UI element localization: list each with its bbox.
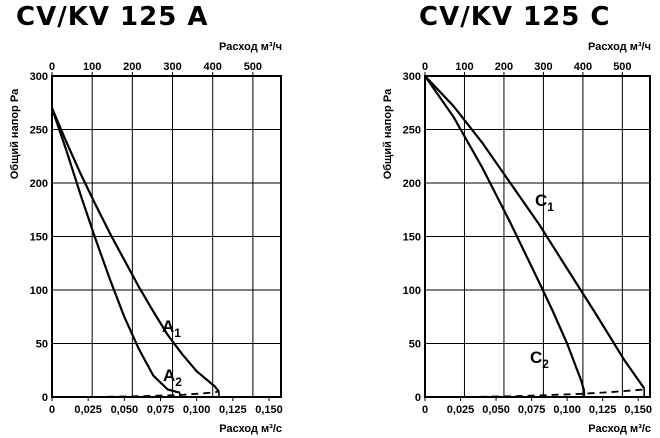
x2-tick-label: 300	[534, 61, 552, 73]
series-label-letter: C	[535, 191, 547, 210]
series-label-subscript: 1	[174, 326, 181, 340]
series-label-subscript: 2	[542, 357, 549, 371]
series-line-c2	[424, 75, 586, 392]
y-tick-label: 0	[415, 392, 421, 404]
x-tick-label: 0,150	[624, 404, 652, 416]
x-tick-label: 0,025	[447, 404, 475, 416]
y-tick-label: 50	[36, 339, 48, 351]
x-tick-label: 0,125	[589, 404, 617, 416]
x-axis-label: Расход м³/с	[219, 423, 282, 435]
x2-tick-label: 400	[574, 61, 592, 73]
y-tick-label: 250	[30, 125, 48, 137]
series-line-a-min	[95, 390, 220, 398]
y-tick-label: 50	[409, 339, 421, 351]
series-label-subscript: 2	[175, 375, 182, 389]
y-tick-label: 300	[403, 71, 421, 83]
series-label: C1	[535, 191, 554, 214]
x-tick-label: 0	[49, 404, 55, 416]
x2-tick-label: 200	[495, 61, 513, 73]
x-tick-label: 0,075	[147, 404, 175, 416]
x2-tick-label: 0	[49, 61, 55, 73]
series-line-c-min	[467, 388, 645, 398]
x-tick-label: 0	[422, 404, 428, 416]
y-tick-label: 200	[30, 178, 48, 190]
series-line-c1	[424, 75, 646, 390]
series-label: C2	[530, 348, 549, 371]
x2-axis-label: Расход м³/ч	[588, 41, 651, 53]
x2-tick-label: 100	[83, 61, 101, 73]
x-tick-label: 0,150	[255, 404, 283, 416]
x2-tick-label: 500	[244, 61, 262, 73]
series-label: A2	[163, 366, 182, 389]
chart-title: CV/KV 125 C	[419, 2, 611, 32]
series-label-letter: A	[163, 366, 175, 385]
series-label: A1	[162, 317, 181, 340]
x2-tick-label: 500	[613, 61, 631, 73]
series-label-letter: C	[530, 348, 542, 367]
y-tick-label: 100	[30, 285, 48, 297]
y-axis-label: Общий напор Pa	[9, 88, 21, 179]
x2-tick-label: 400	[204, 61, 222, 73]
x-tick-label: 0,050	[482, 404, 510, 416]
x-tick-label: 0,100	[553, 404, 581, 416]
x-tick-label: 0,100	[183, 404, 211, 416]
chart-panel-c: CV/KV 125 C 0 100 200 300 400 500 0 50 100 150 200…	[330, 0, 660, 438]
y-tick-label: 0	[42, 392, 48, 404]
y-tick-label: 150	[30, 232, 48, 244]
chart-title: CV/KV 125 A	[16, 2, 209, 32]
plot-frame	[51, 75, 282, 398]
x-tick-label: 0,125	[219, 404, 247, 416]
x-tick-label: 0,025	[74, 404, 102, 416]
x2-axis-label: Расход м³/ч	[219, 41, 282, 53]
y-tick-label: 250	[403, 125, 421, 137]
x2-tick-label: 200	[123, 61, 141, 73]
x2-tick-label: 100	[455, 61, 473, 73]
y-tick-label: 100	[403, 285, 421, 297]
y-tick-label: 200	[403, 178, 421, 190]
chart-panel-a: CV/KV 125 A 0 100 200 300 400 500 0 50 100 150 200…	[9, 2, 283, 435]
x-tick-label: 0,075	[518, 404, 546, 416]
plot-frame	[424, 75, 651, 398]
series-line-a2	[50, 107, 181, 394]
x2-tick-label: 0	[422, 61, 428, 73]
series-line-a1	[50, 107, 220, 393]
series-label-subscript: 1	[547, 200, 554, 214]
x-tick-label: 0,050	[111, 404, 139, 416]
y-axis-label: Общий напор Pa	[382, 88, 394, 179]
y-tick-label: 300	[30, 71, 48, 83]
x-axis-label: Расход м³/с	[588, 423, 651, 435]
y-tick-label: 150	[403, 232, 421, 244]
x2-tick-label: 300	[163, 61, 181, 73]
series-label-letter: A	[162, 317, 174, 336]
